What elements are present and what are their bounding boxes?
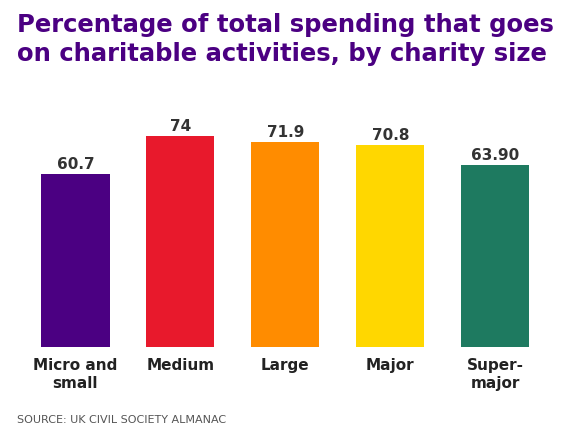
- Text: 74: 74: [170, 119, 191, 134]
- Text: 63.90: 63.90: [471, 148, 519, 163]
- Bar: [251, 142, 319, 347]
- Bar: [356, 145, 424, 347]
- Text: 60.7: 60.7: [56, 157, 94, 172]
- Bar: [146, 136, 215, 347]
- Text: 70.8: 70.8: [372, 128, 409, 143]
- Text: SOURCE: UK CIVIL SOCIETY ALMANAC: SOURCE: UK CIVIL SOCIETY ALMANAC: [17, 415, 226, 425]
- Text: 71.9: 71.9: [267, 125, 304, 140]
- Bar: [461, 164, 529, 347]
- Bar: [41, 174, 110, 347]
- Text: Percentage of total spending that goes
on charitable activities, by charity size: Percentage of total spending that goes o…: [17, 13, 554, 66]
